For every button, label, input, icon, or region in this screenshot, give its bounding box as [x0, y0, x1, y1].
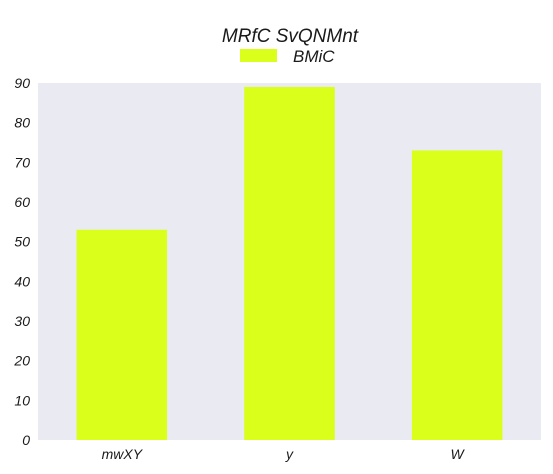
y-tick-label: 10 — [14, 392, 30, 408]
y-tick-label: 50 — [14, 234, 30, 250]
x-tick-label: mwXY — [102, 446, 144, 462]
legend-swatch — [240, 49, 277, 62]
x-tick-label: y — [285, 446, 294, 462]
chart-title: MRfC SvQNMnt — [222, 26, 359, 47]
bar — [244, 87, 335, 440]
bar — [77, 230, 168, 440]
y-tick-label: 20 — [13, 353, 30, 369]
x-axis: mwXY y W — [102, 446, 466, 462]
y-tick-label: 0 — [22, 432, 30, 448]
y-tick-label: 90 — [14, 75, 30, 91]
x-tick-label: W — [451, 446, 466, 462]
y-tick-label: 70 — [14, 154, 30, 170]
y-tick-label: 60 — [14, 194, 30, 210]
bar — [412, 150, 503, 440]
y-tick-label: 80 — [14, 115, 30, 131]
y-tick-label: 40 — [14, 273, 30, 289]
y-axis: 0 10 20 30 40 50 60 70 80 90 — [13, 75, 30, 448]
legend-label: BMiC — [293, 47, 335, 66]
legend: BMiC — [240, 47, 335, 66]
y-tick-label: 30 — [14, 313, 30, 329]
